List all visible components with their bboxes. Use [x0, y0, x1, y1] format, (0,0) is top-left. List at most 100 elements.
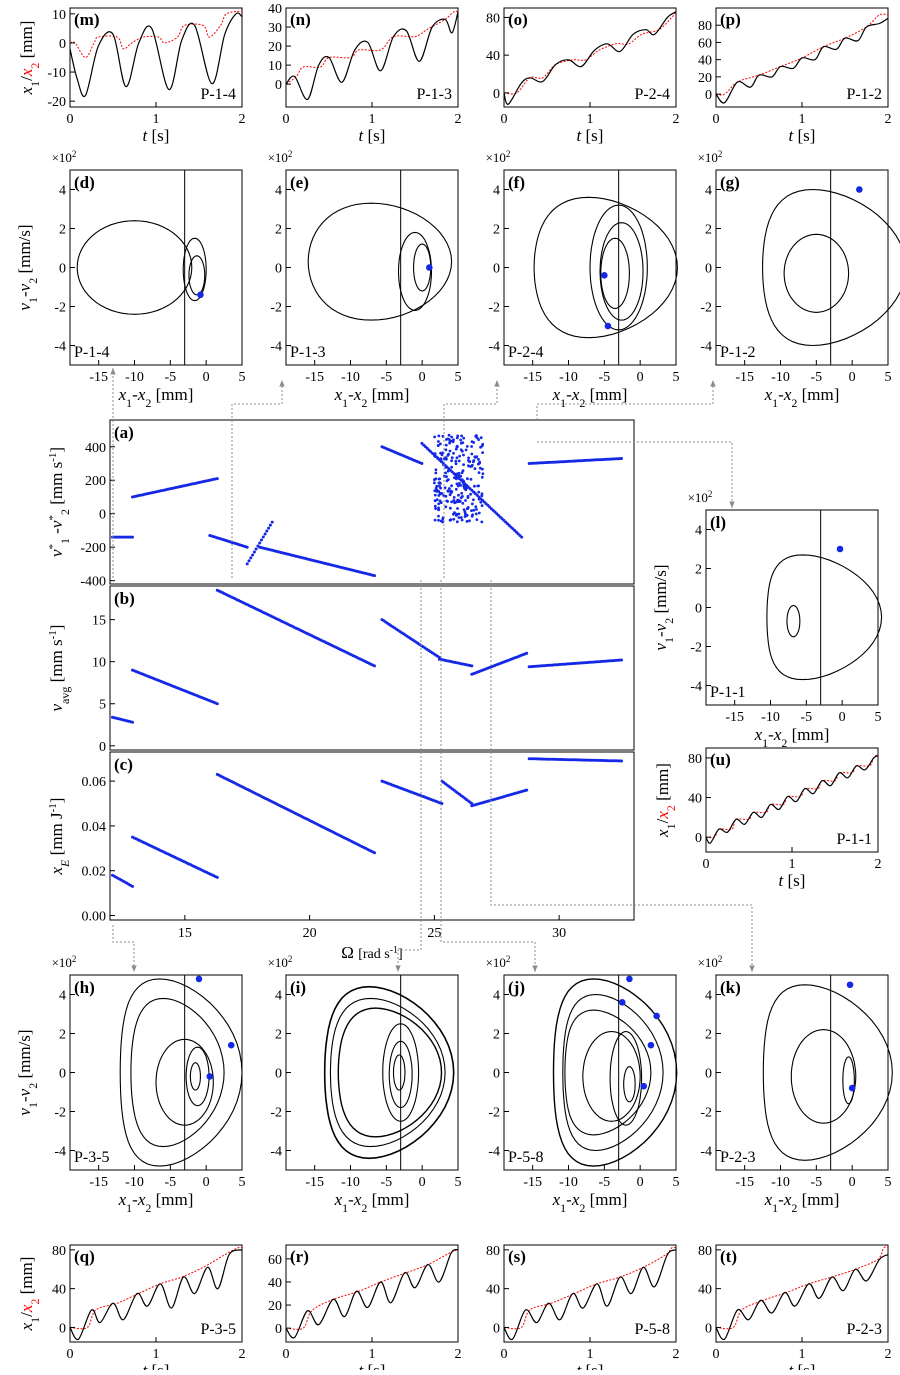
poincare-point-marker — [604, 322, 612, 330]
period-code: P-2-3 — [720, 1149, 756, 1166]
period-code: P-3-5 — [200, 1321, 236, 1338]
y-tick-label: 4 — [493, 989, 500, 1004]
chart-u: 0 1 2 0 40 80 (u) P-1-1 t [s] x1/x2 [mm] — [653, 747, 882, 890]
chaotic-data-point — [470, 502, 474, 506]
x-axis-label: t [s] — [577, 1361, 604, 1370]
y-tick-label: 60 — [268, 1253, 282, 1268]
chaotic-data-point — [470, 509, 473, 512]
chaotic-data-point — [456, 507, 459, 510]
poincare-point-marker — [647, 1041, 655, 1049]
x1-series-line — [503, 11, 677, 105]
data-point — [268, 523, 272, 527]
chaotic-data-point — [452, 512, 455, 516]
y-tick-label: 5 — [99, 698, 106, 713]
y-tick-label: 60 — [698, 36, 712, 51]
y-tick-label: 0 — [275, 1067, 282, 1082]
data-point — [470, 664, 474, 668]
chaotic-data-point — [455, 513, 458, 516]
chaotic-data-point — [434, 468, 438, 472]
chaotic-data-point — [449, 518, 453, 522]
x-tick-label: 0 — [203, 1175, 210, 1190]
y-tick-label: 40 — [268, 1276, 282, 1291]
plot-frame — [715, 169, 889, 366]
chaotic-data-point — [481, 472, 485, 476]
x-tick-label: 2 — [455, 112, 462, 127]
chaotic-data-point — [474, 435, 478, 438]
x-tick-label: -5 — [380, 1175, 392, 1190]
chaotic-data-point — [476, 484, 480, 488]
y-tick-label: 0 — [695, 602, 702, 617]
chaotic-data-point — [459, 438, 463, 442]
chaotic-data-point — [445, 457, 448, 461]
chaotic-data-point — [434, 507, 437, 510]
panel-label: (a) — [114, 423, 134, 442]
x-tick-label: -10 — [771, 370, 790, 385]
plot-frame — [285, 974, 459, 1171]
x-tick-label: -5 — [380, 370, 392, 385]
chaotic-data-point — [480, 504, 484, 507]
chaotic-data-point — [466, 477, 469, 481]
x-tick-label: -5 — [800, 710, 812, 725]
chaotic-data-point — [439, 442, 442, 446]
y-tick-label: 20 — [268, 40, 282, 55]
chaotic-data-point — [461, 495, 464, 498]
chaotic-data-point — [464, 488, 468, 492]
x1-series-line — [69, 12, 243, 98]
y-multiplier: ×102 — [486, 149, 511, 165]
y-tick-label: 80 — [486, 1244, 500, 1259]
y-tick-label: 15 — [92, 614, 106, 629]
y-tick-label: 4 — [59, 184, 66, 199]
chaotic-data-point — [437, 514, 440, 518]
panel-label: (i) — [290, 978, 306, 997]
chart-t: 0 1 2 0 40 80 (t) P-2-3 t [s] — [698, 1244, 892, 1375]
x-axis-label: x1-x2 [mm] — [552, 385, 628, 410]
y-tick-label: 40 — [268, 2, 282, 17]
chaotic-data-point — [459, 484, 463, 487]
chaotic-data-point — [461, 441, 465, 444]
chaotic-data-point — [444, 505, 448, 509]
panel-label: (k) — [720, 978, 741, 997]
x-tick-label: -10 — [341, 370, 360, 385]
chaotic-data-point — [450, 500, 453, 504]
y-tick-label: 2 — [275, 223, 282, 238]
y-tick-label: -2 — [488, 301, 500, 316]
chaotic-data-point — [480, 520, 484, 524]
y-tick-label: 0 — [705, 1067, 712, 1082]
poincare-point-marker — [626, 975, 633, 983]
y-tick-label: 80 — [486, 11, 500, 26]
chaotic-data-point — [462, 479, 466, 483]
chaotic-data-point — [477, 471, 481, 474]
chart-e: -15 -10 -5 0 5 4 2 0 -2 -4 (e) P-1-3 ×102 x1-x2 [mm] — [268, 149, 462, 410]
y-axis-label: v*1 -v*2 [mm s-1] — [47, 447, 72, 557]
chaotic-data-point — [462, 453, 465, 457]
y-tick-label: 80 — [52, 1244, 66, 1259]
x-tick-label: 2 — [673, 112, 680, 127]
chaotic-data-point — [475, 508, 478, 511]
chaotic-data-point — [458, 454, 461, 458]
period-code: P-5-8 — [634, 1321, 670, 1338]
y-tick-label: 0 — [275, 262, 282, 277]
x2-series-line — [503, 1246, 677, 1330]
chaotic-data-point — [439, 501, 443, 504]
trajectory-loop — [388, 1040, 413, 1109]
chaotic-data-point — [454, 487, 458, 491]
chaotic-data-point — [474, 512, 478, 516]
chaotic-data-point — [452, 517, 456, 521]
panel-label: (h) — [74, 978, 95, 997]
x-tick-label: 2 — [885, 1347, 892, 1362]
panel-label: (u) — [710, 750, 731, 769]
data-point — [252, 550, 256, 554]
y-tick-label: 0 — [99, 508, 106, 523]
chaotic-data-point — [477, 511, 481, 515]
period-code: P-1-4 — [200, 86, 236, 103]
connector-arrowhead — [532, 965, 538, 972]
y-tick-label: -4 — [488, 1145, 500, 1160]
y-tick-label: 0 — [275, 1322, 282, 1337]
chart-f: -15 -10 -5 0 5 4 2 0 -2 -4 (f) P-2-4 ×102 x1-x2 [mm] — [486, 149, 680, 410]
y-tick-label: 20 — [698, 71, 712, 86]
panel-label: (q) — [74, 1247, 95, 1266]
y-axis-label: v1-v2 [mm/s] — [15, 224, 40, 310]
chaotic-data-point — [456, 498, 459, 502]
x-tick-label: 5 — [673, 370, 680, 385]
